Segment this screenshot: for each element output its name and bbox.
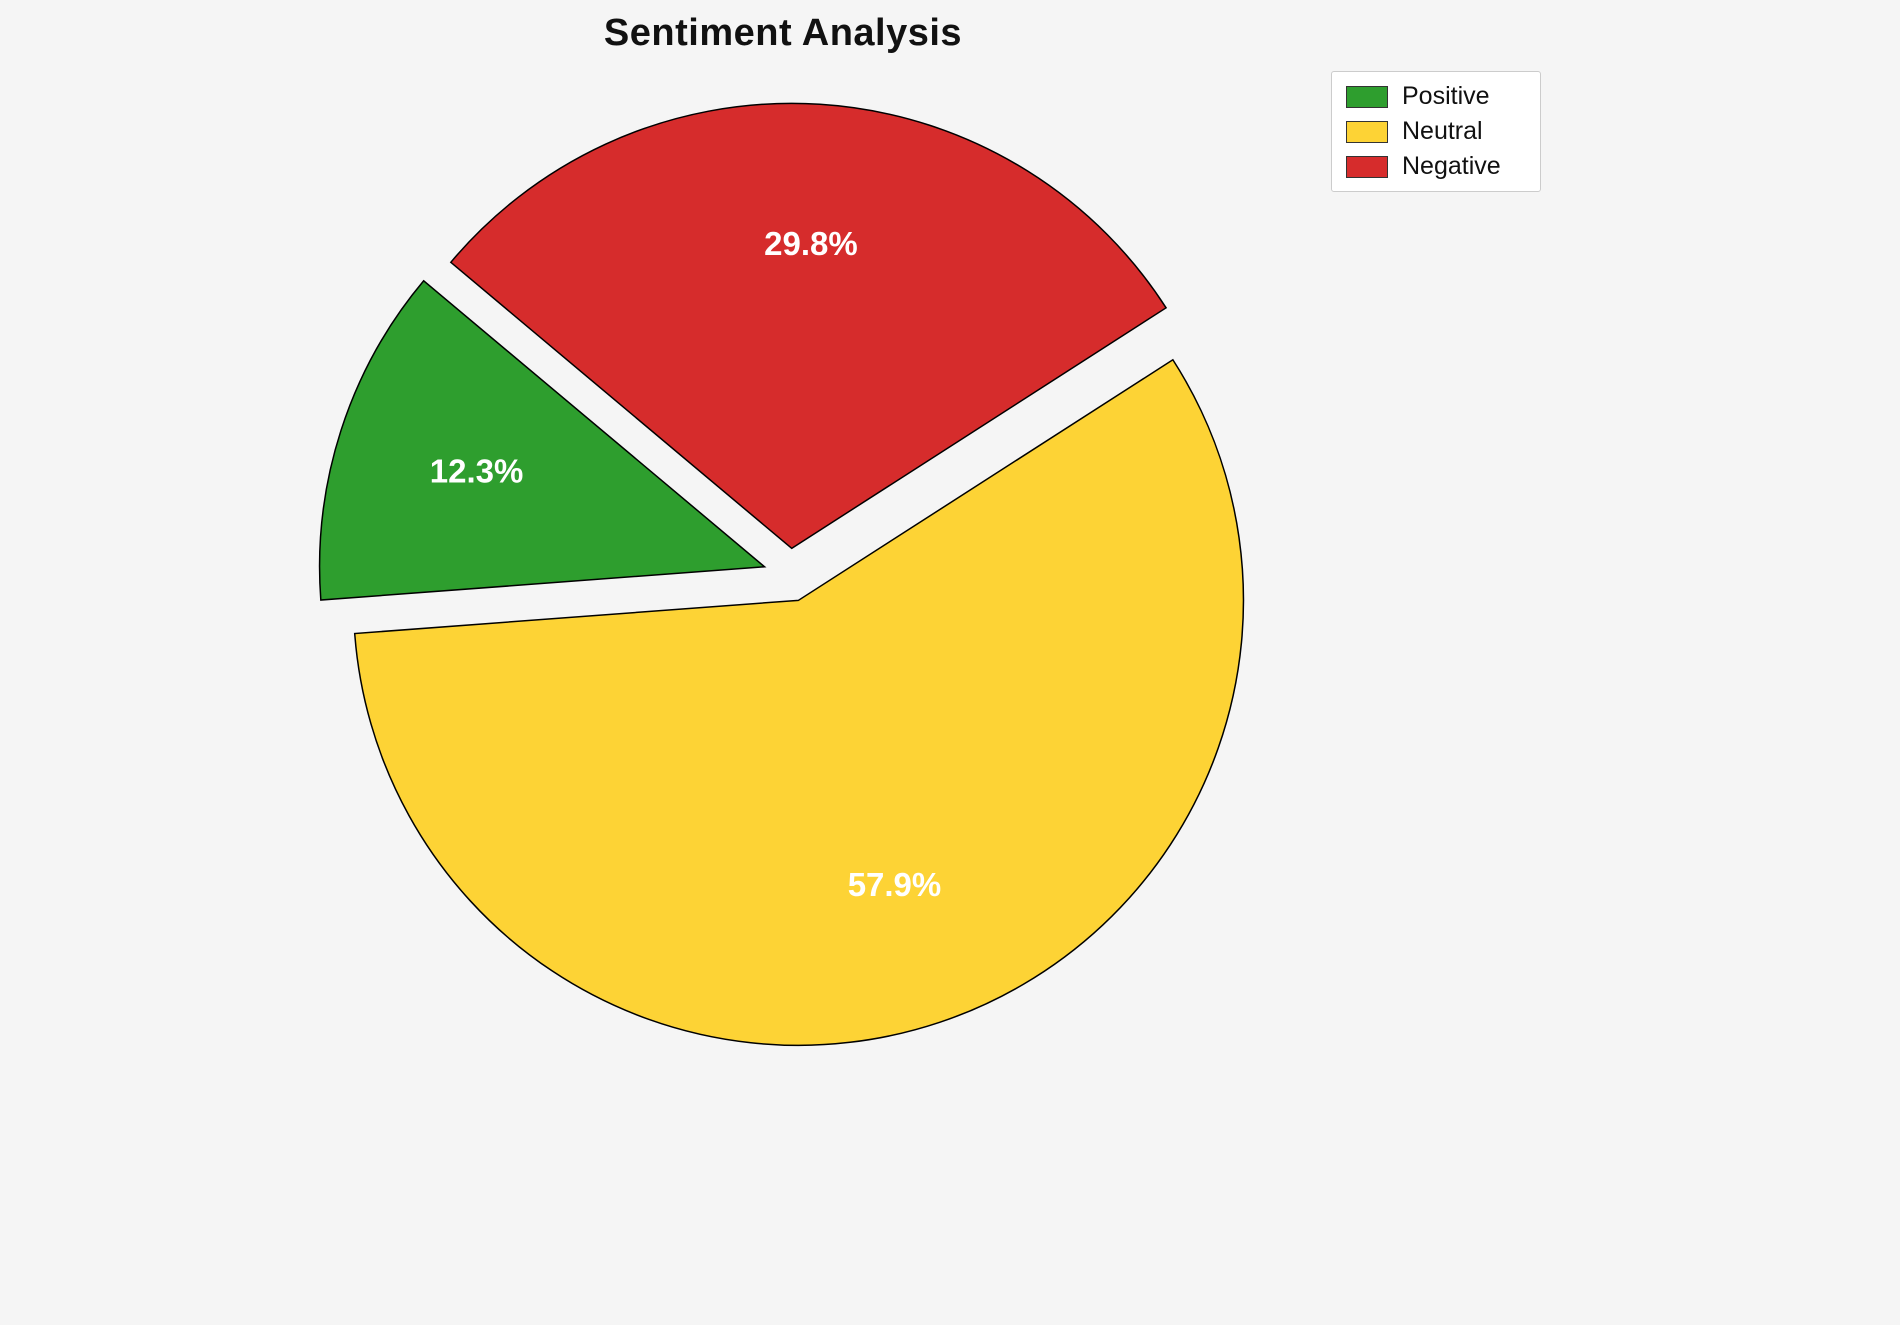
legend: Positive Neutral Negative [1331,71,1541,192]
legend-label-negative: Negative [1402,152,1501,180]
pie-label-negative: 29.8% [764,225,858,262]
pie-slice-neutral [353,358,1245,1047]
pie-slice-negative [449,102,1168,550]
legend-label-neutral: Neutral [1402,117,1483,145]
pie-slice-positive [318,279,767,601]
chart-title: Sentiment Analysis [603,12,963,54]
legend-swatch-positive [1346,85,1388,108]
pie-label-neutral: 57.9% [848,866,942,903]
legend-label-positive: Positive [1402,82,1490,110]
legend-item-neutral: Neutral [1346,119,1526,144]
legend-item-positive: Positive [1346,84,1526,109]
legend-item-negative: Negative [1346,154,1526,179]
pie-label-positive: 12.3% [430,453,524,490]
legend-swatch-negative [1346,155,1388,178]
legend-swatch-neutral [1346,120,1388,143]
